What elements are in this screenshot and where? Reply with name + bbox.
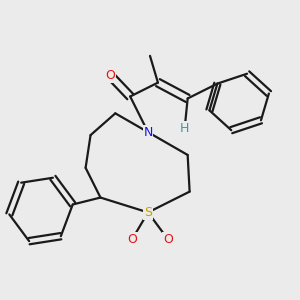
Text: O: O [127, 233, 137, 246]
Text: O: O [163, 233, 173, 246]
Text: O: O [105, 69, 115, 82]
Text: S: S [144, 206, 152, 219]
Text: N: N [143, 126, 153, 139]
Text: H: H [180, 122, 189, 135]
